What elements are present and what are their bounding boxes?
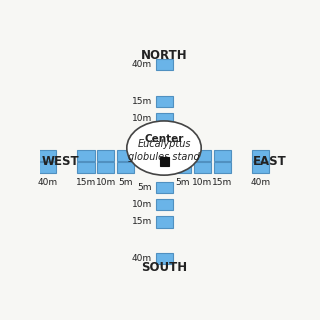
Text: Center: Center [144, 134, 184, 144]
Text: 15m: 15m [76, 178, 96, 187]
FancyBboxPatch shape [174, 162, 191, 173]
FancyBboxPatch shape [156, 199, 173, 210]
FancyBboxPatch shape [252, 162, 269, 173]
FancyBboxPatch shape [77, 162, 95, 173]
Text: WEST: WEST [41, 155, 79, 168]
FancyBboxPatch shape [156, 113, 173, 124]
FancyBboxPatch shape [214, 162, 231, 173]
Text: 15m: 15m [212, 178, 232, 187]
FancyBboxPatch shape [156, 59, 173, 70]
Text: 5m: 5m [118, 178, 133, 187]
FancyBboxPatch shape [117, 162, 134, 173]
FancyBboxPatch shape [77, 150, 95, 161]
FancyBboxPatch shape [39, 162, 56, 173]
Text: 10m: 10m [132, 200, 152, 209]
FancyBboxPatch shape [156, 130, 173, 141]
Text: Eucalyptus
globules stand: Eucalyptus globules stand [128, 139, 200, 162]
Text: 40m: 40m [37, 178, 58, 187]
Text: 10m: 10m [96, 178, 116, 187]
FancyBboxPatch shape [97, 162, 115, 173]
Text: 40m: 40m [251, 178, 271, 187]
FancyBboxPatch shape [160, 157, 169, 166]
FancyBboxPatch shape [252, 150, 269, 161]
FancyBboxPatch shape [214, 150, 231, 161]
Text: 40m: 40m [132, 60, 152, 69]
FancyBboxPatch shape [156, 182, 173, 193]
Text: 5m: 5m [138, 183, 152, 192]
FancyBboxPatch shape [117, 150, 134, 161]
Text: 10m: 10m [192, 178, 212, 187]
FancyBboxPatch shape [156, 216, 173, 228]
Text: 15m: 15m [132, 218, 152, 227]
Text: 5m: 5m [175, 178, 190, 187]
FancyBboxPatch shape [194, 162, 211, 173]
Text: NORTH: NORTH [141, 50, 188, 62]
FancyBboxPatch shape [97, 150, 115, 161]
Text: 40m: 40m [132, 254, 152, 263]
Text: EAST: EAST [253, 155, 287, 168]
FancyBboxPatch shape [174, 150, 191, 161]
Text: SOUTH: SOUTH [141, 261, 188, 274]
Text: 5m: 5m [138, 131, 152, 140]
FancyBboxPatch shape [156, 96, 173, 107]
FancyBboxPatch shape [39, 150, 56, 161]
FancyBboxPatch shape [194, 150, 211, 161]
FancyBboxPatch shape [156, 253, 173, 264]
Text: 15m: 15m [132, 97, 152, 106]
Text: 10m: 10m [132, 114, 152, 123]
Ellipse shape [127, 121, 201, 175]
